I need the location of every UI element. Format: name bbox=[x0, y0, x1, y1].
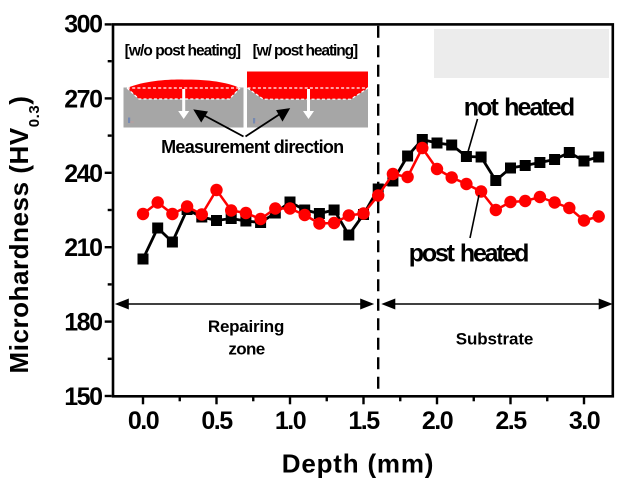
svg-text:180: 180 bbox=[64, 309, 102, 337]
svg-text:0.5: 0.5 bbox=[201, 407, 233, 435]
svg-text:210: 210 bbox=[64, 234, 102, 262]
svg-text:Microhardness (HV0.3): Microhardness (HV0.3) bbox=[4, 95, 43, 373]
svg-text:not heated: not heated bbox=[464, 94, 574, 122]
svg-text:2.5: 2.5 bbox=[495, 407, 527, 435]
svg-text:Substrate: Substrate bbox=[456, 330, 534, 349]
svg-text:1.0: 1.0 bbox=[275, 407, 306, 435]
svg-text:150: 150 bbox=[64, 383, 102, 411]
svg-text:1.5: 1.5 bbox=[348, 407, 380, 435]
svg-text:[w/o post heating]: [w/o post heating] bbox=[125, 43, 241, 60]
svg-text:2.0: 2.0 bbox=[422, 407, 453, 435]
svg-text:0.0: 0.0 bbox=[128, 407, 159, 435]
svg-text:Repairing: Repairing bbox=[208, 317, 284, 336]
svg-text:post heated: post heated bbox=[409, 240, 528, 268]
svg-text:270: 270 bbox=[64, 85, 102, 113]
svg-text:3.0: 3.0 bbox=[569, 407, 600, 435]
svg-text:[w/ post heating]: [w/ post heating] bbox=[253, 43, 358, 60]
svg-text:zone: zone bbox=[228, 340, 264, 359]
svg-text:Depth (mm): Depth (mm) bbox=[282, 449, 434, 479]
svg-text:240: 240 bbox=[64, 160, 102, 188]
svg-text:300: 300 bbox=[64, 11, 102, 39]
svg-text:Measurement direction: Measurement direction bbox=[161, 137, 343, 157]
